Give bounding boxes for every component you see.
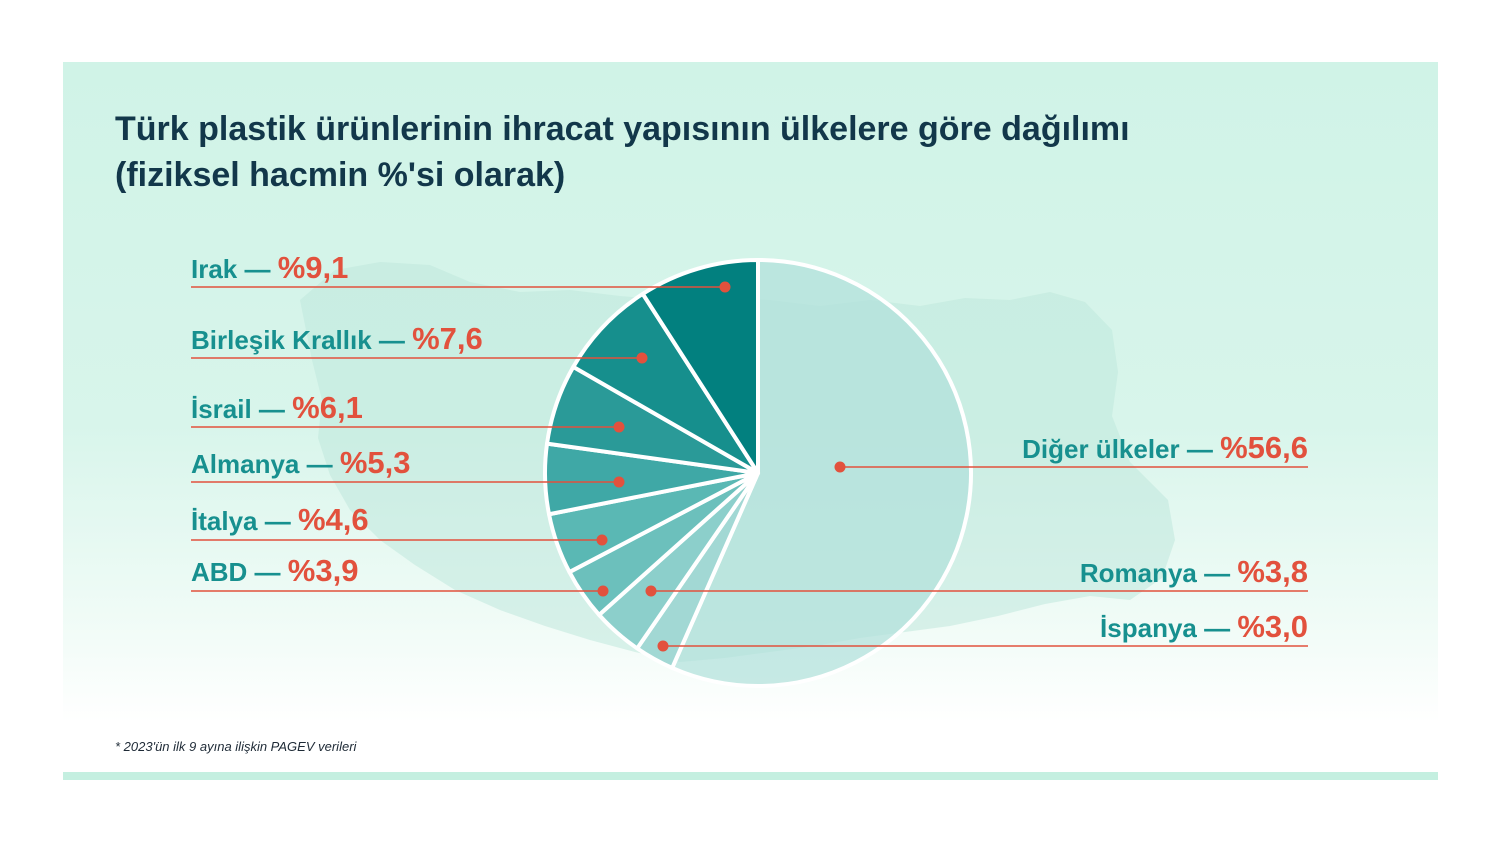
leader-dot-abd xyxy=(597,585,609,597)
slice-value-ispanya: %3,0 xyxy=(1237,609,1308,644)
slice-label-ispanya: İspanya — %3,0 xyxy=(1100,609,1308,644)
slice-value-almanya: %5,3 xyxy=(340,445,411,480)
slice-name-irak: Irak — xyxy=(191,254,278,284)
chart-title: Türk plastik ürünlerinin ihracat yapısın… xyxy=(115,106,1130,198)
leader-dot-diger-ulkeler xyxy=(834,461,846,473)
slice-label-israil: İsrail — %6,1 xyxy=(191,390,363,425)
slice-value-irak: %9,1 xyxy=(278,250,349,285)
slice-label-diger-ulkeler: Diğer ülkeler — %56,6 xyxy=(1022,430,1308,465)
slice-value-israil: %6,1 xyxy=(292,390,363,425)
slice-name-israil: İsrail — xyxy=(191,394,292,424)
slice-name-romanya: Romanya — xyxy=(1080,558,1238,588)
leader-dot-irak xyxy=(719,281,731,293)
slice-label-irak: Irak — %9,1 xyxy=(191,250,348,285)
slice-value-abd: %3,9 xyxy=(288,553,359,588)
slice-name-birlesik-krallik: Birleşik Krallık — xyxy=(191,325,412,355)
slice-value-birlesik-krallik: %7,6 xyxy=(412,321,483,356)
slice-label-birlesik-krallik: Birleşik Krallık — %7,6 xyxy=(191,321,483,356)
slice-value-diger-ulkeler: %56,6 xyxy=(1220,430,1308,465)
slice-label-abd: ABD — %3,9 xyxy=(191,553,358,588)
slice-label-almanya: Almanya — %5,3 xyxy=(191,445,411,480)
pie-slices xyxy=(543,258,973,688)
slice-callouts: Diğer ülkeler — %56,6 İspanya — %3,0 Roman… xyxy=(191,250,1308,652)
leader-dot-israil xyxy=(613,421,625,433)
slice-value-romanya: %3,8 xyxy=(1237,554,1308,589)
leader-dot-romanya xyxy=(645,585,657,597)
slice-name-abd: ABD — xyxy=(191,557,288,587)
leader-dot-italya xyxy=(596,534,608,546)
slice-name-ispanya: İspanya — xyxy=(1100,613,1237,643)
pie-slice-irak xyxy=(640,258,760,475)
title-line-2: (fiziksel hacmin %'si olarak) xyxy=(115,156,566,194)
bottom-accent-bar xyxy=(63,772,1438,780)
title-line-1: Türk plastik ürünlerinin ihracat yapısın… xyxy=(115,110,1130,148)
pie-slice-diger-ulkeler xyxy=(670,258,973,688)
leader-dot-birlesik-krallik xyxy=(636,352,648,364)
slice-value-italya: %4,6 xyxy=(298,502,369,537)
leader-dot-almanya xyxy=(613,476,625,488)
leader-dot-ispanya xyxy=(657,640,669,652)
slice-label-romanya: Romanya — %3,8 xyxy=(1080,554,1308,589)
slice-name-diger-ulkeler: Diğer ülkeler — xyxy=(1022,434,1220,464)
slice-label-italya: İtalya — %4,6 xyxy=(191,502,369,537)
slice-name-almanya: Almanya — xyxy=(191,449,340,479)
slice-name-italya: İtalya — xyxy=(191,506,298,536)
footnote: * 2023'ün ilk 9 ayına ilişkin PAGEV veri… xyxy=(115,739,357,754)
